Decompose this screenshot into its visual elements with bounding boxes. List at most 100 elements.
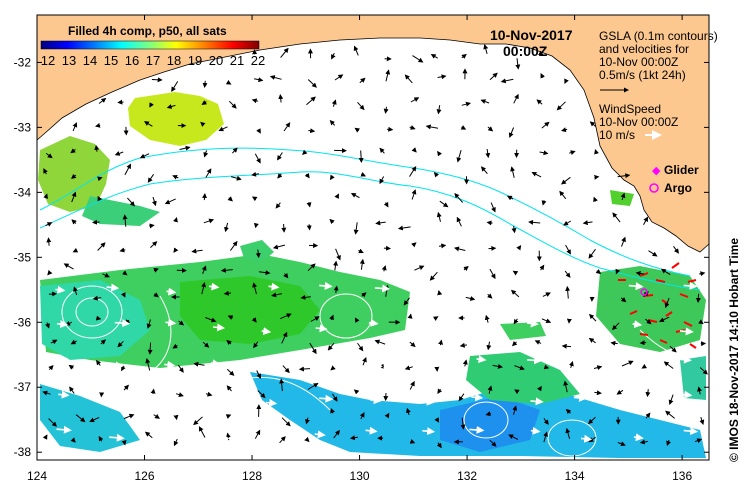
- velocity-arrow: [95, 122, 101, 128]
- y-axis-ticks: -32 -33 -34 -35 -36 -37 -38: [14, 55, 709, 459]
- velocity-arrow: [437, 388, 443, 395]
- velocity-arrow: [409, 380, 415, 390]
- velocity-arrow: [538, 50, 544, 56]
- sst-patch-bight-west-strip: [82, 196, 160, 226]
- velocity-arrow: [280, 47, 289, 58]
- velocity-arrow: [357, 101, 365, 111]
- velocity-arrow: [487, 293, 493, 299]
- velocity-arrow: [122, 214, 128, 227]
- wind-arrow: [157, 435, 172, 444]
- velocity-arrow: [438, 243, 447, 249]
- velocity-arrow: [300, 294, 311, 300]
- velocity-arrow: [565, 244, 571, 255]
- velocity-arrow: [279, 436, 286, 444]
- velocity-arrow: [146, 319, 152, 329]
- velocity-arrow: [205, 391, 213, 397]
- velocity-arrow: [487, 126, 494, 132]
- velocity-arrow: [664, 297, 670, 309]
- velocity-arrow: [643, 216, 649, 226]
- velocity-arrow: [334, 74, 344, 81]
- velocity-arrow: [663, 361, 674, 369]
- legend-gsla-line4: 0.5m/s (1kt 24h): [599, 68, 686, 82]
- velocity-arrow: [454, 192, 464, 203]
- velocity-arrow: [254, 153, 261, 164]
- velocity-arrow: [658, 316, 670, 323]
- sst-patch-south-green: [466, 352, 580, 404]
- wind-arrow: [165, 318, 177, 327]
- velocity-arrow: [193, 361, 205, 367]
- velocity-arrow: [283, 272, 289, 279]
- wind-arrow: [578, 355, 594, 364]
- colorbar-tick-label: 21: [230, 53, 244, 68]
- velocity-arrow: [256, 128, 261, 134]
- velocity-arrow: [463, 265, 469, 272]
- velocity-arrow: [589, 313, 597, 322]
- wind-arrow: [55, 285, 66, 294]
- velocity-arrow: [483, 44, 489, 55]
- velocity-arrow: [70, 339, 77, 345]
- colorbar-tick-label: 15: [104, 53, 118, 68]
- velocity-arrow: [480, 166, 488, 175]
- velocity-arrow: [666, 439, 671, 447]
- velocity-arrow: [298, 366, 311, 372]
- velocity-arrow: [485, 149, 491, 159]
- velocity-arrow: [201, 265, 207, 274]
- wind-arrow: [266, 398, 278, 407]
- velocity-arrow: [306, 224, 312, 231]
- wind-arrow: [166, 398, 181, 407]
- wind-arrow: [525, 283, 540, 292]
- velocity-arrow: [71, 173, 77, 180]
- velocity-arrow: [381, 265, 387, 272]
- velocity-arrow: [543, 418, 549, 425]
- velocity-arrow: [164, 198, 176, 205]
- velocity-arrow: [414, 265, 425, 271]
- y-tick-label: -38: [14, 445, 32, 459]
- velocity-arrow: [698, 319, 704, 325]
- legend-gsla-line3: 10-Nov 00:00Z: [599, 55, 678, 69]
- wind-arrow: [108, 361, 124, 370]
- velocity-arrow: [508, 127, 515, 138]
- velocity-arrow: [92, 295, 102, 301]
- velocity-arrow: [511, 340, 518, 347]
- velocity-arrow: [540, 73, 546, 79]
- velocity-arrow: [226, 368, 235, 376]
- velocity-arrow: [307, 382, 319, 390]
- velocity-arrow: [198, 426, 206, 438]
- velocity-arrow: [282, 365, 290, 374]
- sst-patch-west-cyan: [40, 280, 150, 360]
- velocity-arrow: [461, 101, 471, 107]
- y-tick-label: -35: [14, 250, 32, 264]
- velocity-arrow: [439, 200, 449, 208]
- velocity-arrow: [561, 176, 571, 185]
- velocity-arrow: [89, 416, 100, 423]
- velocity-arrow: [147, 174, 155, 183]
- velocity-arrow: [639, 439, 648, 445]
- velocity-arrow: [226, 385, 232, 392]
- velocity-arrow: [512, 405, 518, 415]
- velocity-arrow: [454, 246, 466, 252]
- velocity-arrow: [47, 269, 53, 276]
- velocity-arrow: [257, 390, 266, 399]
- velocity-arrow: [379, 147, 385, 154]
- velocity-arrow: [153, 268, 159, 273]
- velocity-arrow: [172, 343, 178, 349]
- velocity-arrow: [228, 100, 237, 109]
- y-tick-label: -37: [14, 380, 32, 394]
- velocity-arrow: [205, 168, 212, 178]
- velocity-arrow: [492, 363, 503, 369]
- velocity-arrow: [410, 97, 420, 103]
- velocity-arrow: [436, 211, 442, 222]
- velocity-arrow: [232, 147, 238, 154]
- velocity-arrow: [145, 358, 151, 371]
- velocity-arrow: [409, 165, 417, 177]
- velocity-arrow: [191, 248, 203, 254]
- velocity-arrow: [97, 195, 103, 202]
- velocity-arrow: [484, 314, 490, 323]
- velocity-arrow: [432, 316, 439, 322]
- velocity-arrow: [253, 341, 259, 349]
- velocity-arrow: [305, 417, 310, 425]
- velocity-arrow: [335, 248, 341, 261]
- wind-arrow: [574, 290, 586, 299]
- velocity-arrow: [143, 121, 153, 127]
